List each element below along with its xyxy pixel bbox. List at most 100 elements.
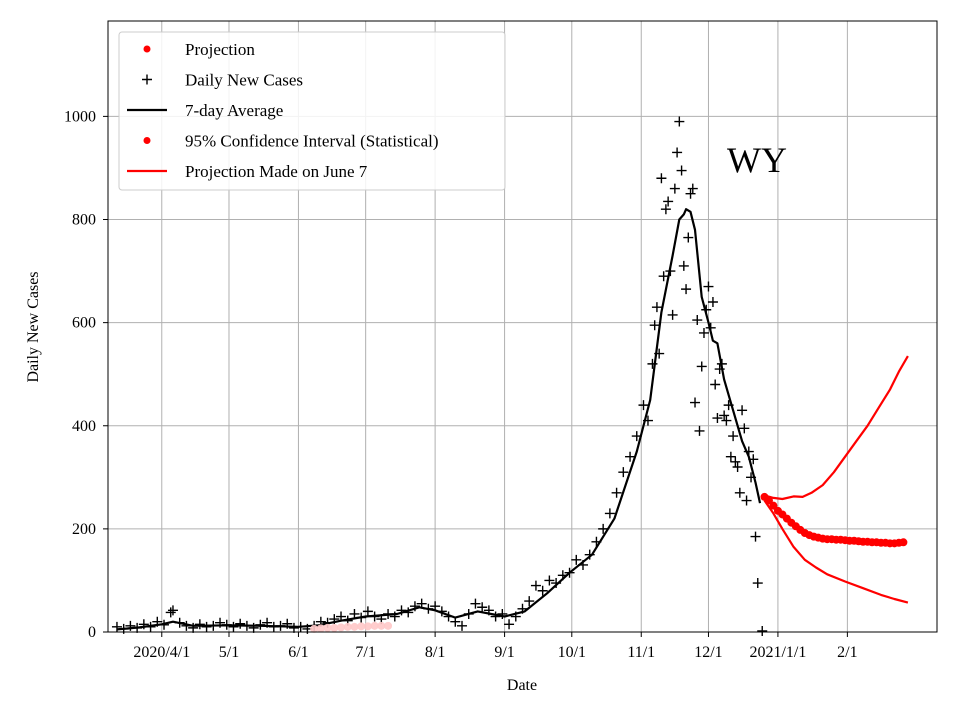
daily-new-cases-point <box>649 320 660 331</box>
daily-new-cases-point <box>683 232 694 243</box>
legend-item: Projection <box>143 40 255 59</box>
projection-made-on-june-7-series <box>310 621 393 633</box>
legend-box <box>118 31 506 191</box>
daily-new-cases-point <box>750 531 761 542</box>
x-tick-label: 7/1 <box>355 644 375 661</box>
daily-new-cases-point <box>362 606 373 617</box>
projection-point <box>899 538 908 547</box>
x-tick-label: 12/1 <box>694 644 722 661</box>
daily-new-cases-point <box>694 425 705 436</box>
x-tick-label: 10/1 <box>558 644 586 661</box>
y-tick-label: 1000 <box>64 108 96 125</box>
daily-new-cases-point <box>719 410 730 421</box>
daily-new-cases-point <box>638 400 649 411</box>
legend-item: Projection Made on June 7 <box>127 162 368 181</box>
daily-new-cases-point <box>696 361 707 372</box>
daily-new-cases-point <box>725 451 736 462</box>
daily-new-cases-point <box>703 281 714 292</box>
daily-new-cases-point <box>667 309 678 320</box>
daily-new-cases-point <box>672 147 683 158</box>
y-axis: 0 200 400 600 800 1000 <box>64 108 108 641</box>
daily-new-cases-point <box>477 602 488 613</box>
daily-new-cases-point <box>692 315 703 326</box>
ci-lower-series <box>763 499 909 604</box>
daily-new-cases-point <box>690 397 701 408</box>
daily-new-cases-point <box>728 431 739 442</box>
projection-made-on-june-7-point <box>343 622 352 631</box>
daily-new-cases-point <box>732 462 743 473</box>
x-axis: 2020/4/1 5/1 6/1 7/1 8/1 9/1 10/1 11/1 12/1 2021/… <box>133 632 858 661</box>
x-tick-label: 9/1 <box>494 644 514 661</box>
7-day-average-line <box>116 208 762 631</box>
y-axis-label: Daily New Cases <box>25 271 42 382</box>
x-tick-label: 2020/4/1 <box>133 644 190 661</box>
daily-new-cases-point <box>656 173 667 184</box>
projection-made-on-june-7-point <box>310 624 319 633</box>
daily-new-cases-point <box>710 379 721 390</box>
daily-new-cases-point <box>737 405 748 416</box>
daily-new-cases-point <box>757 625 768 636</box>
daily-new-cases-point <box>669 183 680 194</box>
legend-label: Daily New Cases <box>185 71 303 90</box>
x-tick-label: 11/1 <box>627 644 655 661</box>
daily-new-cases-point <box>530 580 541 591</box>
projection-made-on-june-7-point <box>337 623 346 632</box>
legend-dot-marker <box>143 137 151 144</box>
ci-upper-line <box>764 355 909 501</box>
legend-label: 7-day Average <box>185 101 283 120</box>
daily-new-cases-point <box>167 605 178 616</box>
daily-new-cases-point <box>721 415 732 426</box>
daily-new-cases-point <box>571 554 582 565</box>
plot-series <box>111 116 909 636</box>
daily-new-cases-point <box>618 467 629 478</box>
daily-new-cases-point <box>598 523 609 534</box>
daily-new-cases-point <box>663 196 674 207</box>
projection-made-on-june-7-point <box>323 623 332 632</box>
x-axis-label: Date <box>507 677 537 694</box>
daily-new-cases-point <box>457 620 468 631</box>
daily-new-cases-point <box>734 487 745 498</box>
plot-frame <box>107 20 938 633</box>
x-tick-label: 6/1 <box>288 644 308 661</box>
projection-made-on-june-7-point <box>350 622 359 631</box>
daily-new-cases-point <box>188 622 199 633</box>
x-tick-label: 2/1 <box>837 644 857 661</box>
y-tick-label: 0 <box>88 624 96 641</box>
legend-item: 95% Confidence Interval (Statistical) <box>143 132 439 151</box>
legend-item: 7-day Average <box>127 101 283 120</box>
daily-new-cases-point <box>625 451 636 462</box>
daily-new-cases-point <box>698 327 709 338</box>
daily-new-cases-point <box>228 621 239 632</box>
y-tick-label: 400 <box>72 418 96 435</box>
daily-new-cases-point <box>676 165 687 176</box>
y-tick-label: 200 <box>72 521 96 538</box>
daily-new-cases-point <box>611 487 622 498</box>
projection-point <box>769 501 778 510</box>
legend-label: 95% Confidence Interval (Statistical) <box>185 132 439 151</box>
daily-new-cases-point <box>712 413 723 424</box>
y-tick-label: 600 <box>72 315 96 332</box>
daily-new-cases-point <box>687 183 698 194</box>
daily-new-cases-point <box>470 598 481 609</box>
daily-new-cases-point <box>194 619 205 630</box>
legend-plus-marker <box>142 74 152 85</box>
projection-made-on-june-7-point <box>370 621 379 630</box>
daily-new-cases-point <box>349 608 360 619</box>
daily-new-cases-point <box>681 284 692 295</box>
projection-made-on-june-7-point <box>384 621 393 630</box>
daily-new-cases-point <box>288 622 299 633</box>
y-tick-label: 800 <box>72 212 96 229</box>
legend-label: Projection Made on June 7 <box>185 162 368 181</box>
projection-made-on-june-7-point <box>363 622 372 631</box>
x-tick-label: 5/1 <box>219 644 239 661</box>
daily-new-cases-point <box>235 618 246 629</box>
daily-new-cases-point <box>674 116 685 127</box>
projection-made-on-june-7-point <box>316 624 325 633</box>
projection-made-on-june-7-point <box>330 623 339 632</box>
daily-new-cases-point <box>497 608 508 619</box>
ci-upper-series <box>764 355 909 501</box>
x-tick-label: 8/1 <box>425 644 445 661</box>
projection-made-on-june-7-point <box>377 621 386 630</box>
7-day-average-series <box>116 208 762 631</box>
